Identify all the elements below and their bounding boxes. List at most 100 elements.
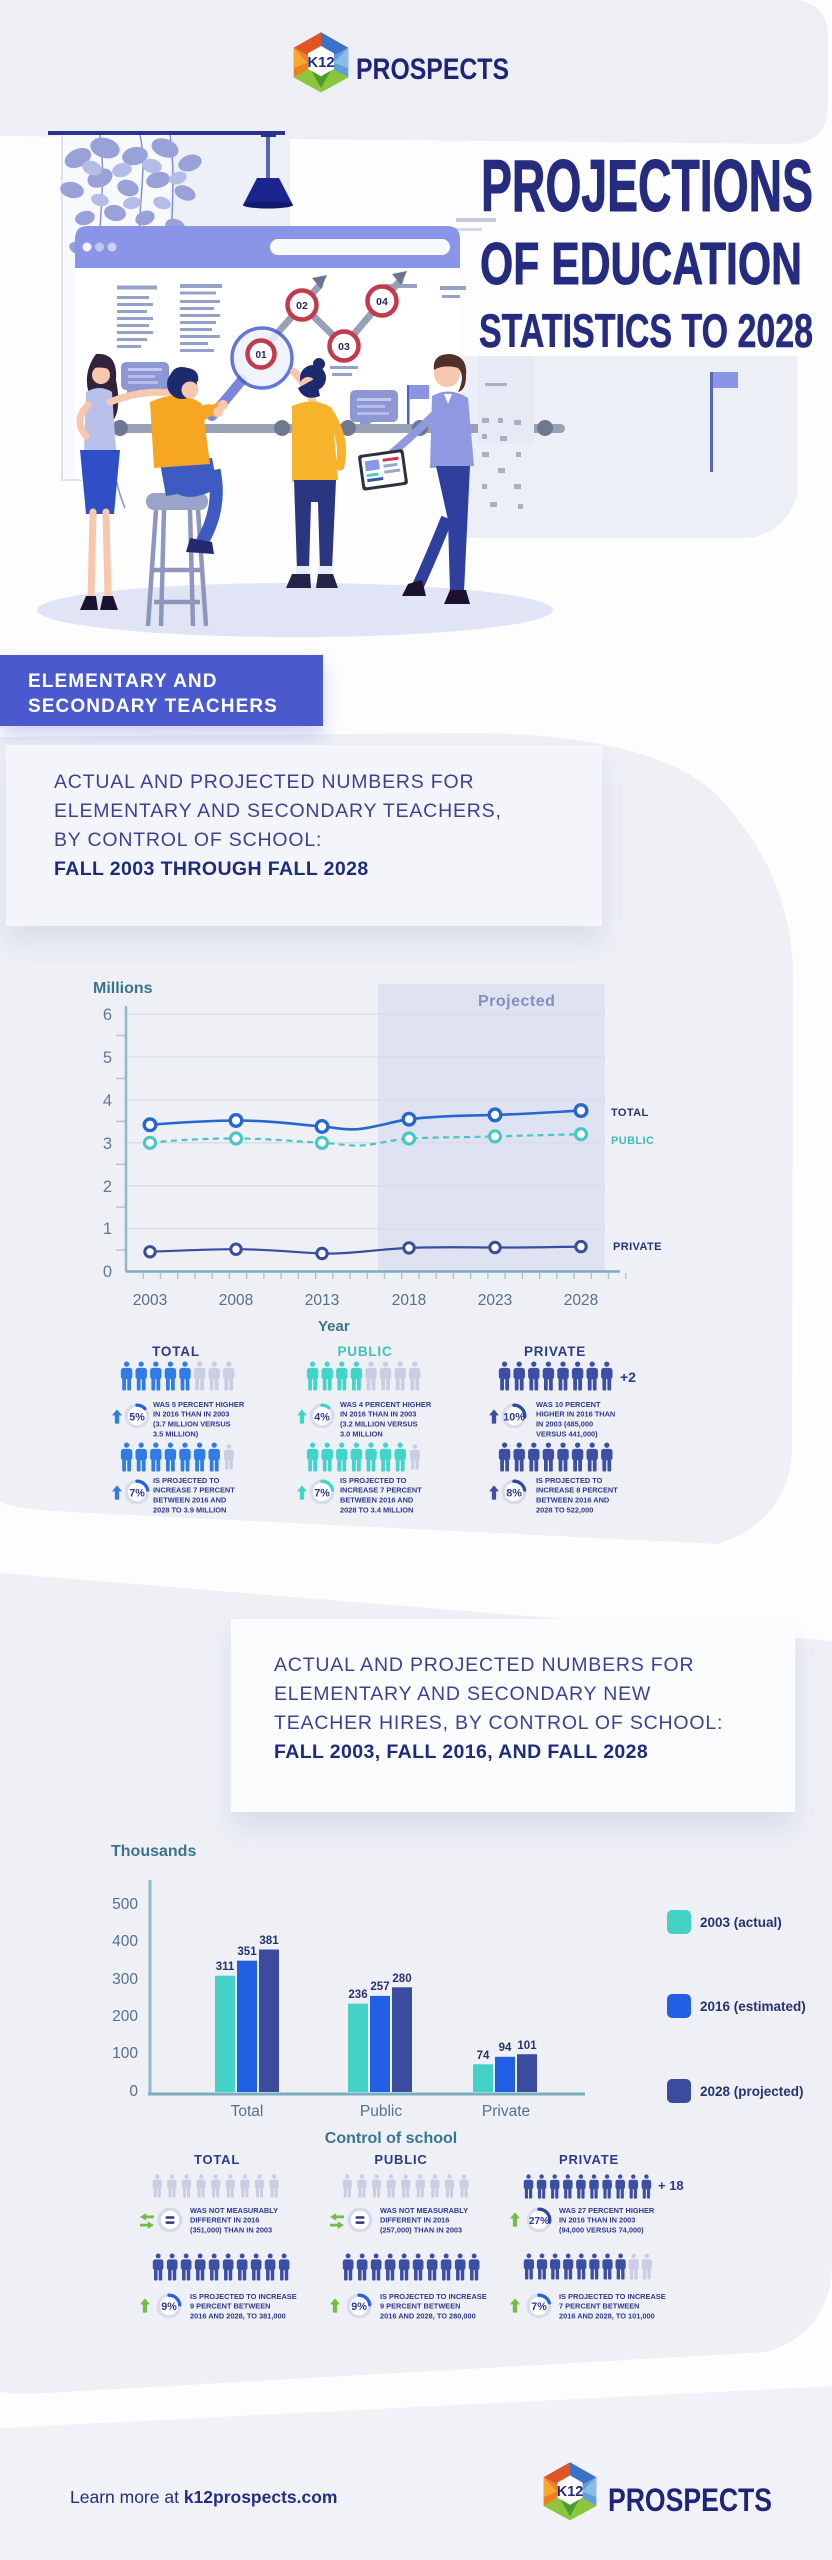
svg-text:257: 257	[370, 1981, 389, 1993]
svg-text:+2: +2	[620, 1369, 636, 1385]
svg-text:Public: Public	[360, 2103, 402, 2120]
svg-text:PUBLIC: PUBLIC	[611, 1135, 654, 1147]
svg-text:PUBLIC: PUBLIC	[374, 2152, 427, 2167]
svg-text:5%: 5%	[129, 1412, 145, 1424]
svg-text:INCREASE 7 PERCENT: INCREASE 7 PERCENT	[340, 1486, 422, 1495]
svg-text:Private: Private	[482, 2103, 530, 2120]
svg-text:5: 5	[103, 1049, 112, 1067]
svg-text:IN 2003 (485,000: IN 2003 (485,000	[536, 1420, 593, 1429]
svg-text:PROJECTIONS: PROJECTIONS	[481, 146, 813, 227]
svg-text:7 PERCENT BETWEEN: 7 PERCENT BETWEEN	[559, 2302, 640, 2311]
svg-text:Millions: Millions	[93, 980, 153, 997]
svg-text:2016 AND 2028, TO 101,000: 2016 AND 2028, TO 101,000	[559, 2312, 655, 2321]
svg-text:WAS 4 PERCENT HIGHER: WAS 4 PERCENT HIGHER	[340, 1400, 432, 1409]
svg-text:101: 101	[517, 2040, 537, 2052]
svg-text:2028 TO 3.9 MILLION: 2028 TO 3.9 MILLION	[153, 1506, 226, 1515]
svg-text:9%: 9%	[161, 2301, 177, 2313]
svg-text:74: 74	[477, 2050, 490, 2062]
svg-text:7%: 7%	[129, 1488, 145, 1500]
svg-text:0: 0	[103, 1263, 112, 1281]
svg-text:Projected: Projected	[478, 993, 555, 1010]
svg-text:IS PROJECTED TO INCREASE: IS PROJECTED TO INCREASE	[559, 2292, 666, 2301]
svg-text:TOTAL: TOTAL	[194, 2152, 240, 2167]
svg-text:03: 03	[338, 341, 350, 353]
svg-text:VERSUS 441,000): VERSUS 441,000)	[536, 1430, 598, 1439]
svg-text:351: 351	[237, 1946, 257, 1958]
svg-text:27%: 27%	[529, 2216, 549, 2227]
svg-text:400: 400	[112, 1933, 138, 1950]
svg-text:8%: 8%	[506, 1488, 522, 1500]
svg-text:2016 (estimated): 2016 (estimated)	[700, 1999, 806, 2014]
svg-text:2: 2	[103, 1178, 112, 1196]
svg-text:2003: 2003	[133, 1292, 167, 1309]
svg-text:1: 1	[103, 1220, 112, 1238]
svg-text:Total: Total	[231, 2103, 264, 2120]
svg-text:IS PROJECTED TO: IS PROJECTED TO	[536, 1476, 603, 1485]
svg-text:9 PERCENT BETWEEN: 9 PERCENT BETWEEN	[380, 2302, 461, 2311]
svg-text:WAS 10 PERCENT: WAS 10 PERCENT	[536, 1400, 601, 1409]
svg-text:PRIVATE: PRIVATE	[524, 1344, 586, 1359]
svg-text:500: 500	[112, 1896, 138, 1913]
svg-text:INCREASE 8 PERCENT: INCREASE 8 PERCENT	[536, 1486, 618, 1495]
svg-text:WAS NOT MEASURABLY: WAS NOT MEASURABLY	[380, 2206, 468, 2215]
svg-text:2028 TO 3.4 MILLION: 2028 TO 3.4 MILLION	[340, 1506, 413, 1515]
svg-text:IS PROJECTED TO: IS PROJECTED TO	[153, 1476, 220, 1485]
svg-text:0: 0	[129, 2083, 138, 2100]
svg-text:236: 236	[348, 1989, 367, 2001]
svg-text:7%: 7%	[314, 1488, 330, 1500]
svg-text:PROSPECTS: PROSPECTS	[608, 2482, 772, 2518]
svg-text:K12: K12	[307, 55, 334, 71]
svg-text:9 PERCENT BETWEEN: 9 PERCENT BETWEEN	[190, 2302, 271, 2311]
svg-text:PRIVATE: PRIVATE	[559, 2152, 619, 2167]
svg-text:IS PROJECTED TO INCREASE: IS PROJECTED TO INCREASE	[190, 2292, 297, 2301]
svg-text:7%: 7%	[531, 2301, 547, 2313]
svg-text:2028 (projected): 2028 (projected)	[700, 2084, 804, 2099]
svg-text:INCREASE 7 PERCENT: INCREASE 7 PERCENT	[153, 1486, 235, 1495]
svg-text:4%: 4%	[314, 1412, 330, 1424]
svg-text:200: 200	[112, 2008, 138, 2025]
svg-text:Control of school: Control of school	[325, 2130, 457, 2147]
svg-text:(94,000 VERSUS 74,000): (94,000 VERSUS 74,000)	[559, 2226, 644, 2235]
svg-text:2016 AND 2028, TO 381,000: 2016 AND 2028, TO 381,000	[190, 2312, 286, 2321]
svg-text:OF EDUCATION: OF EDUCATION	[480, 231, 802, 297]
svg-text:300: 300	[112, 1971, 138, 1988]
svg-text:311: 311	[216, 1961, 235, 1973]
svg-text:STATISTICS TO 2028: STATISTICS TO 2028	[479, 304, 813, 357]
svg-text:TOTAL: TOTAL	[152, 1344, 200, 1359]
svg-text:381: 381	[259, 1935, 279, 1947]
svg-text:01: 01	[255, 350, 267, 361]
svg-text:PRIVATE: PRIVATE	[613, 1241, 662, 1253]
svg-text:2028 TO 522,000: 2028 TO 522,000	[536, 1506, 593, 1515]
svg-text:IS PROJECTED TO: IS PROJECTED TO	[340, 1476, 407, 1485]
svg-text:+ 18: + 18	[658, 2178, 684, 2193]
svg-text:Thousands: Thousands	[111, 1843, 196, 1860]
svg-text:IS PROJECTED TO INCREASE: IS PROJECTED TO INCREASE	[380, 2292, 487, 2301]
svg-text:6: 6	[103, 1006, 112, 1024]
svg-text:2023: 2023	[478, 1292, 512, 1309]
svg-text:10%: 10%	[503, 1412, 525, 1424]
svg-text:TOTAL: TOTAL	[611, 1107, 649, 1119]
svg-text:(3.2 MILLION VERSUS: (3.2 MILLION VERSUS	[340, 1420, 418, 1429]
svg-text:2028: 2028	[564, 1292, 598, 1309]
svg-text:HIGHER IN 2016 THAN: HIGHER IN 2016 THAN	[536, 1410, 615, 1419]
svg-text:2016 AND 2028, TO 280,000: 2016 AND 2028, TO 280,000	[380, 2312, 476, 2321]
svg-text:DIFFERENT IN 2016: DIFFERENT IN 2016	[380, 2216, 449, 2225]
svg-text:DIFFERENT IN 2016: DIFFERENT IN 2016	[190, 2216, 259, 2225]
svg-text:2008: 2008	[219, 1292, 253, 1309]
svg-text:4: 4	[103, 1092, 112, 1110]
svg-text:IN 2016 THAN IN 2003: IN 2016 THAN IN 2003	[340, 1410, 416, 1419]
svg-text:94: 94	[499, 2042, 512, 2054]
svg-text:Year: Year	[318, 1318, 350, 1335]
svg-text:280: 280	[392, 1973, 411, 1985]
svg-text:2018: 2018	[392, 1292, 426, 1309]
svg-text:BETWEEN 2016 AND: BETWEEN 2016 AND	[536, 1496, 610, 1505]
svg-text:2013: 2013	[305, 1292, 339, 1309]
svg-text:(3.7 MILLION VERSUS: (3.7 MILLION VERSUS	[153, 1420, 231, 1429]
svg-text:100: 100	[112, 2045, 138, 2062]
svg-text:WAS 27 PERCENT HIGHER: WAS 27 PERCENT HIGHER	[559, 2206, 655, 2215]
svg-text:PUBLIC: PUBLIC	[337, 1344, 392, 1359]
svg-text:3.0 MILLION: 3.0 MILLION	[340, 1430, 383, 1439]
svg-text:IN 2016 THAN IN 2003: IN 2016 THAN IN 2003	[153, 1410, 229, 1419]
svg-text:IN 2016 THAN IN 2003: IN 2016 THAN IN 2003	[559, 2216, 635, 2225]
svg-text:WAS NOT MEASURABLY: WAS NOT MEASURABLY	[190, 2206, 278, 2215]
